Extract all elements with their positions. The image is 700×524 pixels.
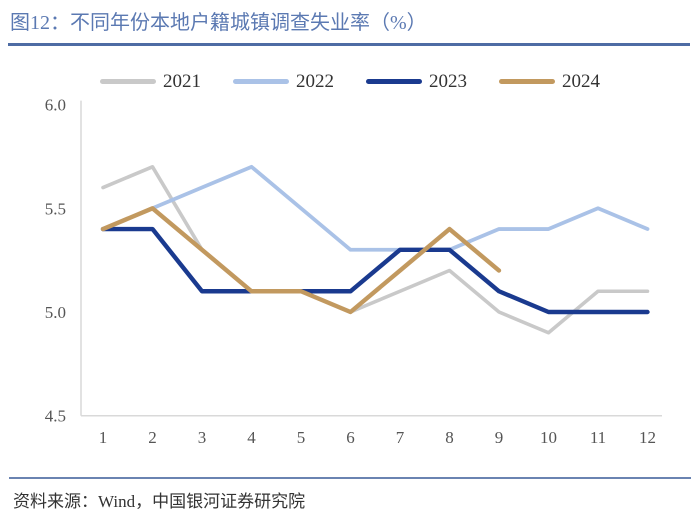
series-line-2021 (101, 165, 650, 335)
legend-item-2023: 2023 (366, 72, 467, 91)
legend-swatch-2022 (233, 78, 289, 84)
legend: 2021 2022 2023 2024 (0, 68, 700, 94)
legend-item-2024: 2024 (499, 72, 600, 91)
legend-label-2021: 2021 (163, 70, 201, 92)
x-tick-label: 7 (396, 428, 405, 447)
legend-swatch-2023 (366, 78, 422, 84)
legend-item-2022: 2022 (233, 72, 334, 91)
legend-label-2022: 2022 (296, 70, 334, 92)
legend-label-2023: 2023 (429, 70, 467, 92)
x-tick-label: 4 (247, 428, 256, 447)
line-chart: 4.55.05.56.01 2 3 4 5 6 7 8 9 10 11 12 (45, 96, 662, 447)
x-tick-label: 3 (198, 428, 207, 447)
x-tick-label: 2 (148, 428, 157, 447)
x-tick-label: 11 (590, 428, 606, 447)
x-tick-label: 12 (639, 428, 656, 447)
series-line-2024 (100, 206, 502, 315)
legend-swatch-2021 (100, 78, 156, 84)
series-line-2023 (100, 226, 650, 315)
series-line-2022 (101, 164, 650, 252)
chart-title: 图12：不同年份本地户籍城镇调查失业率（%） (10, 12, 427, 34)
x-tick-label: 10 (540, 428, 557, 447)
x-tick-label: 8 (445, 428, 454, 447)
chart-area: 4.5 5.0 5.5 6.0 1 2 3 4 5 6 7 8 9 10 11 12 (0, 95, 700, 475)
y-tick-label: 5.5 (45, 199, 66, 218)
x-tick-label: 9 (495, 428, 504, 447)
footer-divider (9, 477, 691, 479)
y-tick-label: 5.0 (45, 303, 66, 322)
x-tick-label: 1 (99, 428, 108, 447)
x-tick-label: 6 (346, 428, 355, 447)
legend-label-2024: 2024 (562, 70, 600, 92)
y-tick-label: 6.0 (45, 96, 66, 115)
y-tick-label: 4.5 (45, 407, 66, 426)
legend-item-2021: 2021 (100, 72, 201, 91)
source-note: 资料来源：Wind，中国银河证券研究院 (13, 492, 306, 511)
legend-swatch-2024 (499, 78, 555, 84)
title-underline (8, 43, 690, 46)
x-tick-label: 5 (297, 428, 306, 447)
